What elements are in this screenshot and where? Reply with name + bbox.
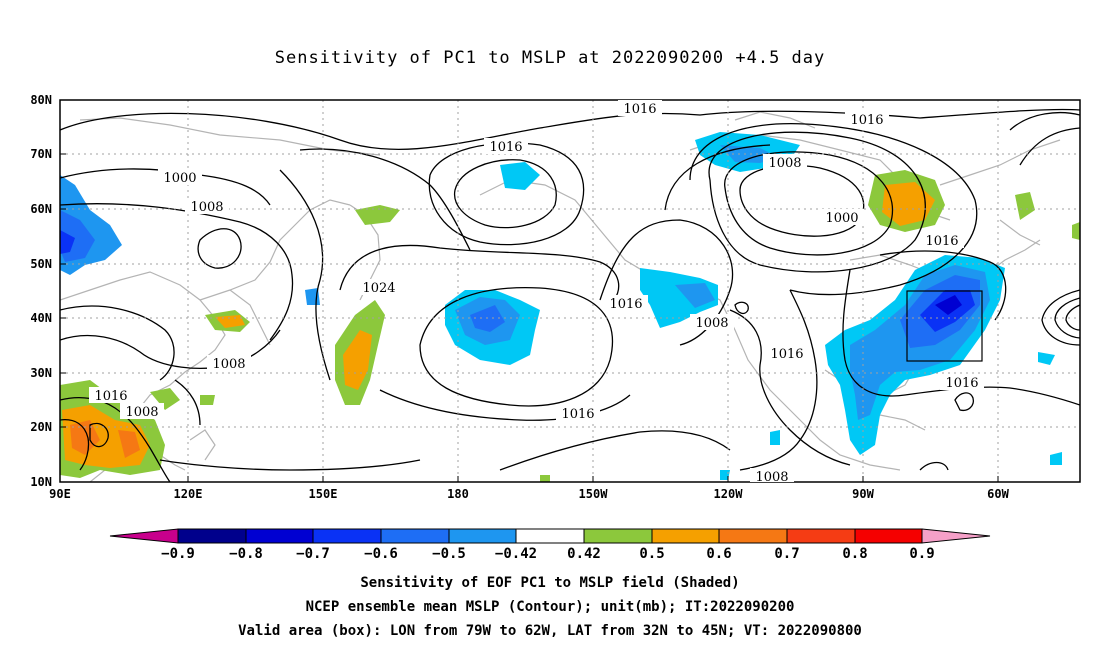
lat-label: 10N: [30, 475, 52, 489]
contour-label-1008-china: 1008: [212, 357, 245, 372]
lat-label: 20N: [30, 420, 52, 434]
contour-label-1000-hudson: 1000: [825, 211, 858, 226]
latitude-labels: 80N 70N 60N 50N 40N 30N 20N 10N: [30, 93, 52, 489]
valid-area-box: [906, 290, 983, 362]
colorbar-segment: [177, 528, 247, 544]
colorbar-label: 0.5: [639, 546, 664, 562]
lat-label: 70N: [30, 147, 52, 161]
colorbar-label: −0.6: [364, 546, 398, 562]
lat-label: 80N: [30, 93, 52, 107]
colorbar-segment: [448, 528, 517, 544]
colorbar-segment: [245, 528, 314, 544]
colorbar-label: 0.6: [706, 546, 731, 562]
contour-label-1008-eastpacific: 1008: [755, 470, 788, 485]
colorbar-segment: [515, 528, 585, 544]
lon-label: 90W: [852, 487, 874, 501]
contour-label-1016-arctic: 1016: [623, 102, 656, 117]
colorbar-label: 0.42: [567, 546, 601, 562]
contour-label-1008-westcoast: 1008: [695, 316, 728, 331]
contour-label-1016-greenland: 1016: [850, 113, 883, 128]
colorbar-low-arrow: [109, 528, 179, 544]
colorbar-segment: [718, 528, 788, 544]
colorbar-segment: [786, 528, 856, 544]
colorbar-label: 0.9: [909, 546, 934, 562]
sensitivity-shading: [60, 132, 1080, 482]
contour-label-1016-mexico: 1016: [770, 347, 803, 362]
contour-label-1000-siberia: 1000: [163, 171, 196, 186]
colorbar-label: −0.7: [296, 546, 330, 562]
map-title: Sensitivity of PC1 to MSLP at 2022090200…: [274, 48, 826, 68]
contour-label-1008-asia: 1008: [190, 200, 223, 215]
contour-label-1016-indochina: 1016: [94, 389, 127, 404]
lon-label: 90E: [49, 487, 71, 501]
contour-label-1016-northpacific: 1016: [609, 297, 642, 312]
colorbar-label: −0.42: [495, 546, 537, 562]
plot-frame: [59, 99, 1081, 483]
colorbar-high-arrow: [921, 528, 991, 544]
lat-label: 40N: [30, 311, 52, 325]
contour-label-1016-bering: 1016: [489, 140, 522, 155]
lon-label: 120W: [714, 487, 744, 501]
contour-label-1016-caribbean: 1016: [945, 376, 978, 391]
longitude-labels: 90E 120E 150E 180 150W 120W 90W 60W: [49, 487, 1009, 501]
lon-label: 120E: [174, 487, 203, 501]
colorbar-segment: [312, 528, 382, 544]
negative-region-northeastpacific: [640, 268, 718, 328]
caption-contour: NCEP ensemble mean MSLP (Contour); unit(…: [305, 599, 795, 615]
contour-label-1016-atlantic: 1016: [925, 234, 958, 249]
colorbar-segment: [380, 528, 450, 544]
colorbar-label: 0.8: [842, 546, 867, 562]
colorbar: −0.9 −0.8 −0.7 −0.6 −0.5 −0.42 0.42 0.5 …: [109, 528, 991, 562]
map-plot-area: [60, 108, 1080, 482]
contour-labels: 1016 1016 1000 1016 1008 1008 1000 1016 …: [89, 100, 984, 485]
tick-marks: [59, 99, 999, 483]
contour-label-1008-canada: 1008: [768, 156, 801, 171]
colorbar-segment: [854, 528, 923, 544]
contour-label-1024-pacific: 1024: [362, 281, 395, 296]
contour-label-1008-indochina: 1008: [125, 405, 158, 420]
mslp-contours: [60, 108, 1080, 482]
lon-label: 150E: [309, 487, 338, 501]
lon-label: 60W: [987, 487, 1009, 501]
colorbar-label: −0.5: [432, 546, 466, 562]
colorbar-label: 0.7: [774, 546, 799, 562]
lon-label: 150W: [579, 487, 609, 501]
lat-label: 60N: [30, 202, 52, 216]
colorbar-label: −0.9: [161, 546, 195, 562]
colorbar-label: −0.8: [229, 546, 263, 562]
lat-label: 30N: [30, 366, 52, 380]
caption-shading: Sensitivity of EOF PC1 to MSLP field (Sh…: [360, 575, 740, 591]
lon-label: 180: [447, 487, 469, 501]
contour-label-1016-tropical-pacific: 1016: [561, 407, 594, 422]
colorbar-segment: [651, 528, 720, 544]
lat-label: 50N: [30, 257, 52, 271]
colorbar-segment: [583, 528, 653, 544]
caption-valid-area: Valid area (box): LON from 79W to 62W, L…: [238, 623, 862, 639]
